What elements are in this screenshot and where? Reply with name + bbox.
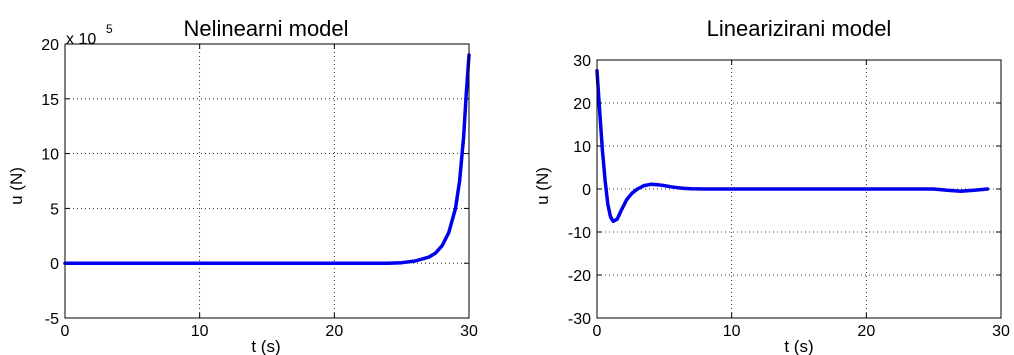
x-axis-label: t (s) xyxy=(251,337,280,355)
y-tick-label: 20 xyxy=(41,37,59,54)
y-tick-label: 10 xyxy=(573,139,591,156)
y-tick-label: -20 xyxy=(568,268,591,285)
y-tick-label: -30 xyxy=(568,311,591,328)
y-tick-label: -10 xyxy=(568,225,591,242)
x-tick-label: 30 xyxy=(460,323,478,340)
x-tick-label: 30 xyxy=(992,323,1010,340)
y-axis-label: u (N) xyxy=(7,167,26,205)
y-tick-label: 5 xyxy=(50,201,59,218)
series-line xyxy=(595,69,990,224)
y-tick-label: 0 xyxy=(50,256,59,273)
y-multiplier-exponent: 5 xyxy=(106,22,113,36)
x-tick-label: 0 xyxy=(593,323,602,340)
x-tick-label: 10 xyxy=(723,323,741,340)
x-axis-label: t (s) xyxy=(784,337,813,355)
plot-frame xyxy=(64,43,470,319)
series-layer xyxy=(595,69,990,224)
chart-nelinearni: Nelinearni model t (s) u (N) x 10 5 0 10 2… xyxy=(7,16,478,355)
y-tick-label: 15 xyxy=(41,92,59,109)
x-tick-label: 20 xyxy=(857,323,875,340)
y-axis-label: u (N) xyxy=(533,167,552,205)
y-tick-label: -5 xyxy=(45,311,59,328)
ticks: 0 10 20 30 -30 -20 -10 0 10 20 30 xyxy=(568,53,1010,340)
x-tick-label: 10 xyxy=(191,323,209,340)
series-layer xyxy=(63,53,471,265)
plot-frame xyxy=(596,59,1002,319)
series-line xyxy=(63,53,471,265)
y-tick-label: 0 xyxy=(582,182,591,199)
chart-linearizirani: Linearizirani model t (s) u (N) 0 10 20 30 -… xyxy=(533,16,1010,355)
y-multiplier-base: x 10 xyxy=(66,31,96,48)
y-tick-label: 10 xyxy=(41,147,59,164)
chart-title: Linearizirani model xyxy=(707,16,892,41)
chart-title: Nelinearni model xyxy=(183,16,348,41)
x-tick-label: 0 xyxy=(61,323,70,340)
x-tick-label: 20 xyxy=(325,323,343,340)
y-tick-label: 30 xyxy=(573,53,591,70)
y-tick-label: 20 xyxy=(573,96,591,113)
grid xyxy=(65,44,469,318)
